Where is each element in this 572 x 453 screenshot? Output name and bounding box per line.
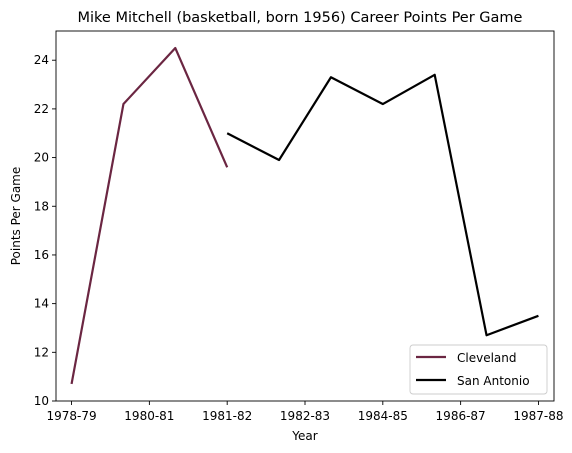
series-lines (70, 46, 539, 385)
y-tick-label: 24 (34, 53, 49, 67)
x-tick-label: 1981-82 (202, 409, 252, 423)
y-tick-label: 22 (34, 102, 49, 116)
legend: Cleveland San Antonio (409, 344, 548, 395)
legend-label-cleveland: Cleveland (457, 351, 517, 365)
series-line-san-antonio (226, 73, 539, 337)
y-tick-label: 12 (34, 345, 49, 359)
y-tick-label: 10 (34, 394, 49, 408)
y-tick-label: 18 (34, 199, 49, 213)
x-tick-label: 1978-79 (46, 409, 96, 423)
y-tick-label: 16 (34, 248, 49, 262)
x-axis-label: Year (291, 429, 317, 443)
x-tick-label: 1982-83 (280, 409, 330, 423)
x-axis-ticks: 1978-79 1980-81 1981-82 1982-83 1984-85 1986-… (46, 401, 564, 423)
x-tick-label: 1986-87 (436, 409, 486, 423)
x-tick-label: 1980-81 (124, 409, 174, 423)
y-axis-label: Points Per Game (9, 167, 23, 266)
series-line-cleveland (70, 46, 229, 385)
plot-frame (55, 30, 555, 402)
y-axis-ticks: 10 12 14 16 18 20 22 24 (34, 53, 56, 408)
legend-label-san-antonio: San Antonio (457, 374, 530, 388)
y-tick-label: 14 (34, 297, 49, 311)
x-tick-label: 1987-88 (513, 409, 563, 423)
x-tick-label: 1984-85 (358, 409, 408, 423)
chart-title: Mike Mitchell (basketball, born 1956) Ca… (78, 10, 523, 26)
y-tick-label: 20 (34, 151, 49, 165)
